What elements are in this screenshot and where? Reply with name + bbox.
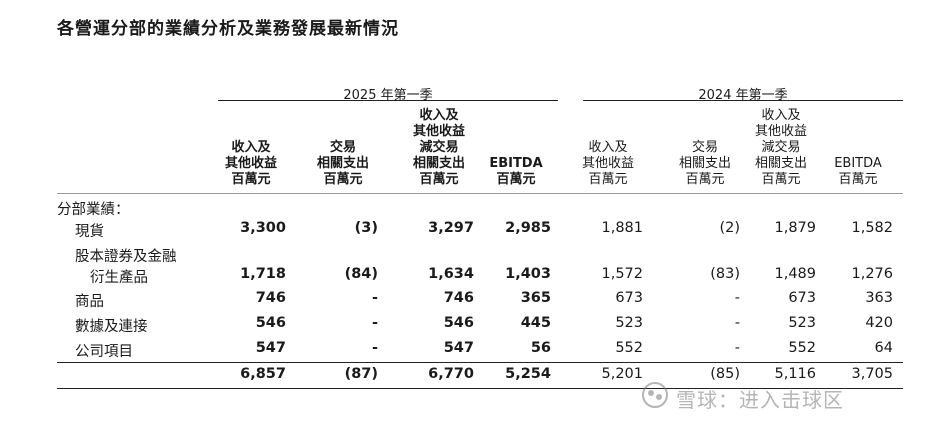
column-header-line: 收入及	[231, 140, 271, 155]
column-header-line: 百萬元	[761, 172, 801, 187]
column-header-7: 收入及 其他收益 減交易 相關支出 百萬元	[736, 100, 826, 188]
column-header-line: 相關支出	[412, 156, 465, 171]
table-cell: (2)	[719, 220, 740, 236]
watermark-text: 雪球：进入击球区	[676, 388, 844, 412]
column-header-6: 交易 相關支出 百萬元	[660, 100, 750, 188]
column-header-2: 交易 相關支出 百萬元	[298, 100, 388, 188]
table-cell: 363	[865, 290, 893, 306]
row-label: 現貨	[75, 224, 104, 240]
period-2025: 2025 年第一季	[343, 88, 433, 103]
column-header-8: EBITDA 百萬元	[813, 100, 903, 188]
period-rule-2024	[583, 100, 903, 101]
table-cell: 64	[874, 340, 893, 356]
row-label: 數據及連接	[75, 319, 148, 335]
column-header-line: 減交易	[419, 140, 459, 155]
column-header-line: EBITDA	[489, 156, 543, 171]
table-cell: 746	[255, 290, 286, 306]
row-label: 商品	[75, 294, 104, 310]
table-cell: 1,489	[774, 266, 816, 282]
column-header-line: 其他收益	[224, 156, 277, 171]
table-cell: -	[734, 315, 740, 331]
table-cell: -	[734, 340, 740, 356]
table-cell: (83)	[710, 266, 740, 282]
column-header-line: 收入及	[761, 108, 801, 123]
table-cell: -	[371, 340, 378, 356]
total-cell: 5,116	[774, 366, 816, 382]
period-2024: 2024 年第一季	[698, 88, 788, 103]
column-header-line: 百萬元	[838, 172, 878, 187]
table-cell: 1,718	[240, 266, 286, 282]
page-title: 各營運分部的業績分析及業務發展最新情況	[57, 19, 399, 39]
table-cell: 552	[615, 340, 643, 356]
table-cell: -	[734, 290, 740, 306]
total-top-rule	[57, 362, 903, 363]
column-header-line: 百萬元	[231, 172, 271, 187]
column-header-1: 收入及 其他收益 百萬元	[206, 100, 296, 188]
table-cell: 547	[255, 340, 286, 356]
column-header-line: 百萬元	[588, 172, 628, 187]
section-label: 分部業績：	[57, 202, 130, 218]
table-cell: 2,985	[505, 220, 551, 236]
table-cell: 1,881	[601, 220, 643, 236]
column-header-3: 收入及 其他收益 減交易 相關支出 百萬元	[394, 100, 484, 188]
table-cell: 1,403	[505, 266, 551, 282]
total-cell: 6,857	[240, 366, 286, 382]
total-cell: (85)	[710, 366, 740, 382]
table-cell: 1,276	[851, 266, 893, 282]
table-cell: 673	[788, 290, 816, 306]
table-cell: 546	[255, 315, 286, 331]
table-cell: -	[371, 315, 378, 331]
row-label: 公司項目	[75, 344, 133, 360]
header-rule	[57, 193, 903, 194]
row-label: 衍生產品	[90, 270, 148, 286]
column-header-line: 其他收益	[754, 124, 807, 139]
table-cell: 523	[788, 315, 816, 331]
table-cell: -	[371, 290, 378, 306]
table-cell: 1,879	[774, 220, 816, 236]
table-cell: 56	[530, 340, 551, 356]
table-cell: 445	[520, 315, 551, 331]
column-header-line: 其他收益	[581, 156, 634, 171]
column-header-line: EBITDA	[834, 156, 882, 171]
total-cell: 6,770	[428, 366, 474, 382]
table-cell: 420	[865, 315, 893, 331]
row-label: 股本證券及金融	[75, 249, 177, 265]
table-cell: 552	[788, 340, 816, 356]
snowball-logo-icon	[642, 382, 668, 408]
period-rule-2025	[218, 100, 558, 101]
total-cell: 5,201	[601, 366, 643, 382]
table-cell: 746	[443, 290, 474, 306]
column-header-line: 其他收益	[412, 124, 465, 139]
table-cell: 365	[520, 290, 551, 306]
total-cell: 3,705	[851, 366, 893, 382]
column-header-line: 百萬元	[685, 172, 725, 187]
table-cell: 523	[615, 315, 643, 331]
column-header-line: 百萬元	[323, 172, 363, 187]
table-cell: 1,572	[601, 266, 643, 282]
column-header-line: 交易	[691, 140, 718, 155]
column-header-line: 收入及	[588, 140, 628, 155]
column-header-line: 相關支出	[678, 156, 731, 171]
column-header-line: 百萬元	[496, 172, 536, 187]
column-header-line: 交易	[329, 140, 356, 155]
table-cell: (84)	[344, 266, 378, 282]
table-cell: 546	[443, 315, 474, 331]
column-header-line: 百萬元	[419, 172, 459, 187]
total-bottom-rule-1	[57, 388, 903, 389]
table-cell: 3,297	[428, 220, 474, 236]
table-cell: 3,300	[240, 220, 286, 236]
column-header-5: 收入及 其他收益 百萬元	[563, 100, 653, 188]
table-cell: 547	[443, 340, 474, 356]
table-cell: (3)	[354, 220, 378, 236]
table-cell: 1,582	[851, 220, 893, 236]
column-header-line: 相關支出	[754, 156, 807, 171]
column-header-line: 減交易	[761, 140, 801, 155]
table-cell: 673	[615, 290, 643, 306]
total-cell: 5,254	[505, 366, 551, 382]
table-cell: 1,634	[428, 266, 474, 282]
column-header-line: 收入及	[419, 108, 459, 123]
column-header-line: 相關支出	[316, 156, 369, 171]
column-header-4: EBITDA 百萬元	[471, 100, 561, 188]
total-cell: (87)	[344, 366, 378, 382]
